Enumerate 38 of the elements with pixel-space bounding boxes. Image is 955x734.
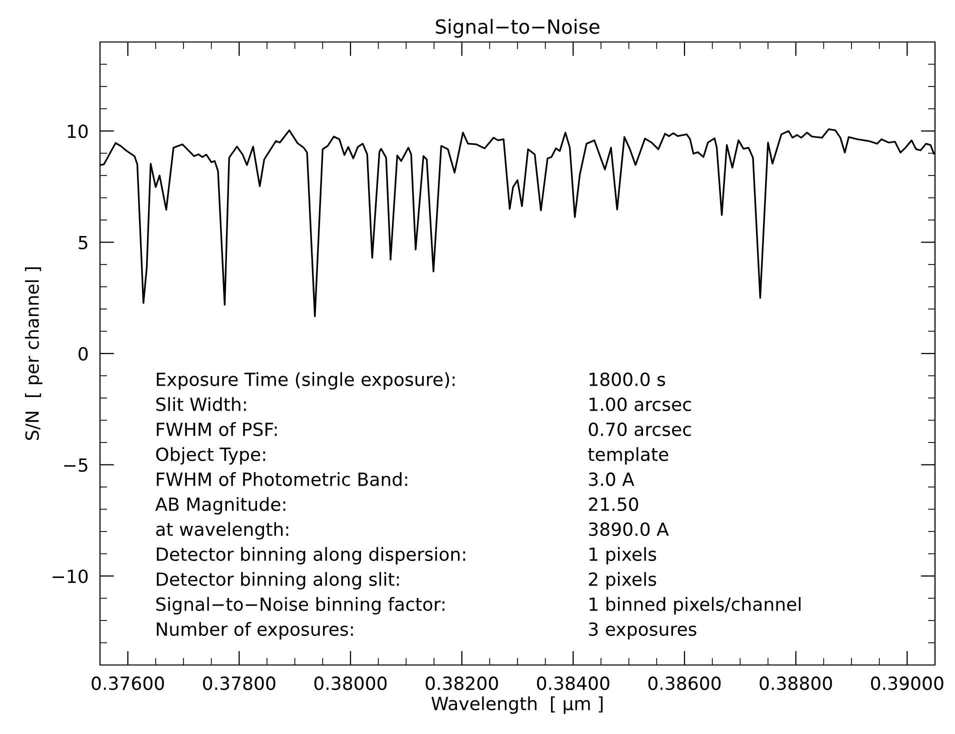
annotation: FWHM of Photometric Band: <box>156 472 408 486</box>
annotation: AB Magnitude: <box>155 497 286 515</box>
annotation: 3890.0 A <box>589 522 669 536</box>
x-tick-label: 0.38000 <box>314 676 387 690</box>
y-tick-label: −5 <box>64 458 88 472</box>
annotation: Exposure Time (single exposure): <box>156 372 455 390</box>
y-tick-label: 10 <box>68 124 88 138</box>
annotation: 1 pixels <box>590 547 656 565</box>
y-axis-title: S/N [ per channel ] <box>24 267 42 440</box>
x-tick-label: 0.38200 <box>426 676 498 690</box>
y-tick-label: 5 <box>78 236 88 250</box>
chart-title: Signal−to−Noise <box>436 18 600 38</box>
x-tick-label: 0.37800 <box>203 676 276 690</box>
x-tick-label: 0.38600 <box>648 676 721 690</box>
x-tick-label: 0.38400 <box>537 676 610 690</box>
y-tick-label: −10 <box>52 569 88 584</box>
annotation: at wavelength: <box>156 522 288 540</box>
annotation: 2 pixels <box>588 572 656 590</box>
annotation: 1 binned pixels/channel <box>590 597 801 614</box>
annotation: Number of exposures: <box>156 622 353 640</box>
x-tick-label: 0.39000 <box>871 676 944 690</box>
annotation: template <box>588 447 668 465</box>
annotation: FWHM of PSF: <box>156 422 277 436</box>
annotation: Signal−to−Noise binning factor: <box>156 597 444 614</box>
y-tick-label: 0 <box>78 346 88 361</box>
annotation: 21.50 <box>588 497 638 512</box>
annotation: 1.00 arcsec <box>590 397 691 412</box>
x-axis-title: Wavelength [ μm ] <box>431 696 603 714</box>
annotation: Detector binning along dispersion: <box>156 547 466 565</box>
x-tick-label: 0.37600 <box>92 676 164 690</box>
annotation: 0.70 arcsec <box>588 422 691 436</box>
annotation: 3.0 A <box>589 472 634 486</box>
annotation: 3 exposures <box>589 622 696 640</box>
annotation: Slit Width: <box>156 397 246 412</box>
x-tick-label: 0.38800 <box>760 676 832 690</box>
annotation: Detector binning along slit: <box>156 572 399 590</box>
annotation: Object Type: <box>156 447 266 465</box>
annotation: 1800.0 s <box>590 372 666 386</box>
